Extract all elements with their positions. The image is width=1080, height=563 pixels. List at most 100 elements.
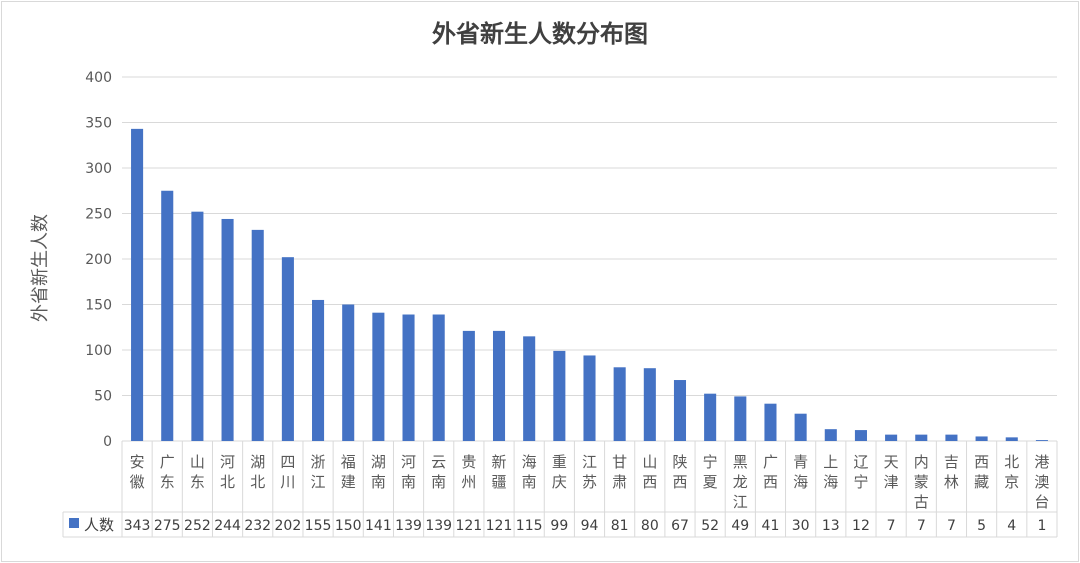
legend-label: 人数 [84,516,114,534]
y-tick-label: 0 [103,434,112,450]
data-table-value: 139 [395,518,422,534]
data-table-value: 343 [124,518,151,534]
x-category-label: 海南 [522,453,537,491]
y-tick-label: 100 [85,343,112,359]
x-category-label: 湖北 [250,453,265,491]
x-category-label: 安徽 [130,453,145,491]
bar [462,330,475,441]
data-table-value: 41 [762,518,780,534]
data-table-value: 67 [671,518,689,534]
bar [824,429,837,441]
y-tick-label: 300 [85,161,112,177]
x-category-label: 新疆 [492,453,507,491]
data-table-value: 30 [792,518,810,534]
bar [372,312,385,441]
bar [945,434,958,441]
data-table-value: 150 [335,518,362,534]
bar [915,434,928,441]
bar [553,350,566,441]
bar [885,434,898,441]
bar [281,257,294,441]
data-table-value: 7 [887,518,896,534]
data-table-value: 139 [425,518,452,534]
bar [643,368,656,441]
x-category-label: 山东 [190,453,205,491]
bar [975,436,988,441]
x-category-label: 黑龙江 [733,453,748,511]
data-table-value: 49 [731,518,749,534]
data-table-value: 13 [822,518,840,534]
y-tick-label: 400 [85,70,112,86]
x-category-label: 西藏 [974,453,989,491]
bar [704,393,717,441]
data-table-value: 252 [184,518,211,534]
bar [794,413,807,441]
bar [1035,440,1048,441]
x-category-label: 河南 [401,453,416,491]
data-table-value: 52 [701,518,719,534]
data-table-value: 141 [365,518,392,534]
bar [764,403,777,441]
bar [583,355,596,441]
x-category-label: 浙江 [311,453,326,491]
x-category-label: 福建 [341,453,356,491]
x-category-label: 云南 [431,453,446,491]
bar [191,211,204,441]
y-tick-label: 350 [85,116,112,132]
data-table-value: 5 [977,518,986,534]
x-category-label: 广东 [160,453,175,491]
x-category-label: 甘肃 [612,453,627,491]
data-table-value: 244 [214,518,241,534]
data-table-value: 121 [486,518,513,534]
data-table-value: 99 [550,518,568,534]
bar [492,330,506,441]
data-table-value: 94 [581,518,599,534]
data-table-value: 81 [611,518,629,534]
x-category-label: 辽宁 [853,453,868,491]
x-category-label: 内蒙古 [914,453,929,511]
data-table-value: 115 [516,518,543,534]
bar [673,380,687,441]
bar [613,367,626,441]
x-category-label: 四川 [280,453,295,491]
x-category-label: 青海 [793,453,808,491]
bar [161,190,174,441]
x-category-label: 陕西 [672,453,687,491]
bar [312,299,325,441]
data-table-value: 202 [275,518,302,534]
bar [734,396,747,441]
y-tick-label: 250 [85,207,112,223]
data-table-value: 7 [917,518,926,534]
data-table-value: 7 [947,518,956,534]
x-category-label: 北京 [1004,453,1019,491]
bar [402,314,415,441]
x-category-label: 港澳台 [1034,453,1049,511]
x-category-label: 江苏 [582,453,597,491]
legend-swatch [69,518,79,528]
x-category-label: 吉林 [944,453,959,491]
data-table-value: 1 [1037,518,1046,534]
x-category-label: 上海 [823,453,838,491]
x-category-label: 湖南 [371,453,386,491]
bar [221,218,234,441]
x-category-label: 河北 [220,453,235,491]
bar [251,229,264,441]
x-category-label: 广西 [763,453,778,491]
data-table-value: 275 [154,518,181,534]
data-table-value: 12 [852,518,870,534]
data-table-value: 4 [1007,518,1016,534]
bar [523,336,536,441]
bar [1005,437,1018,441]
x-category-label: 宁夏 [703,453,718,491]
data-table-value: 121 [455,518,482,534]
y-tick-label: 150 [85,298,112,314]
data-table-value: 155 [305,518,332,534]
data-table-value: 80 [641,518,659,534]
bar [432,314,445,441]
chart-title: 外省新生人数分布图 [432,19,648,48]
bar [131,128,144,441]
x-category-label: 山西 [642,453,657,491]
x-category-label: 重庆 [552,453,567,491]
